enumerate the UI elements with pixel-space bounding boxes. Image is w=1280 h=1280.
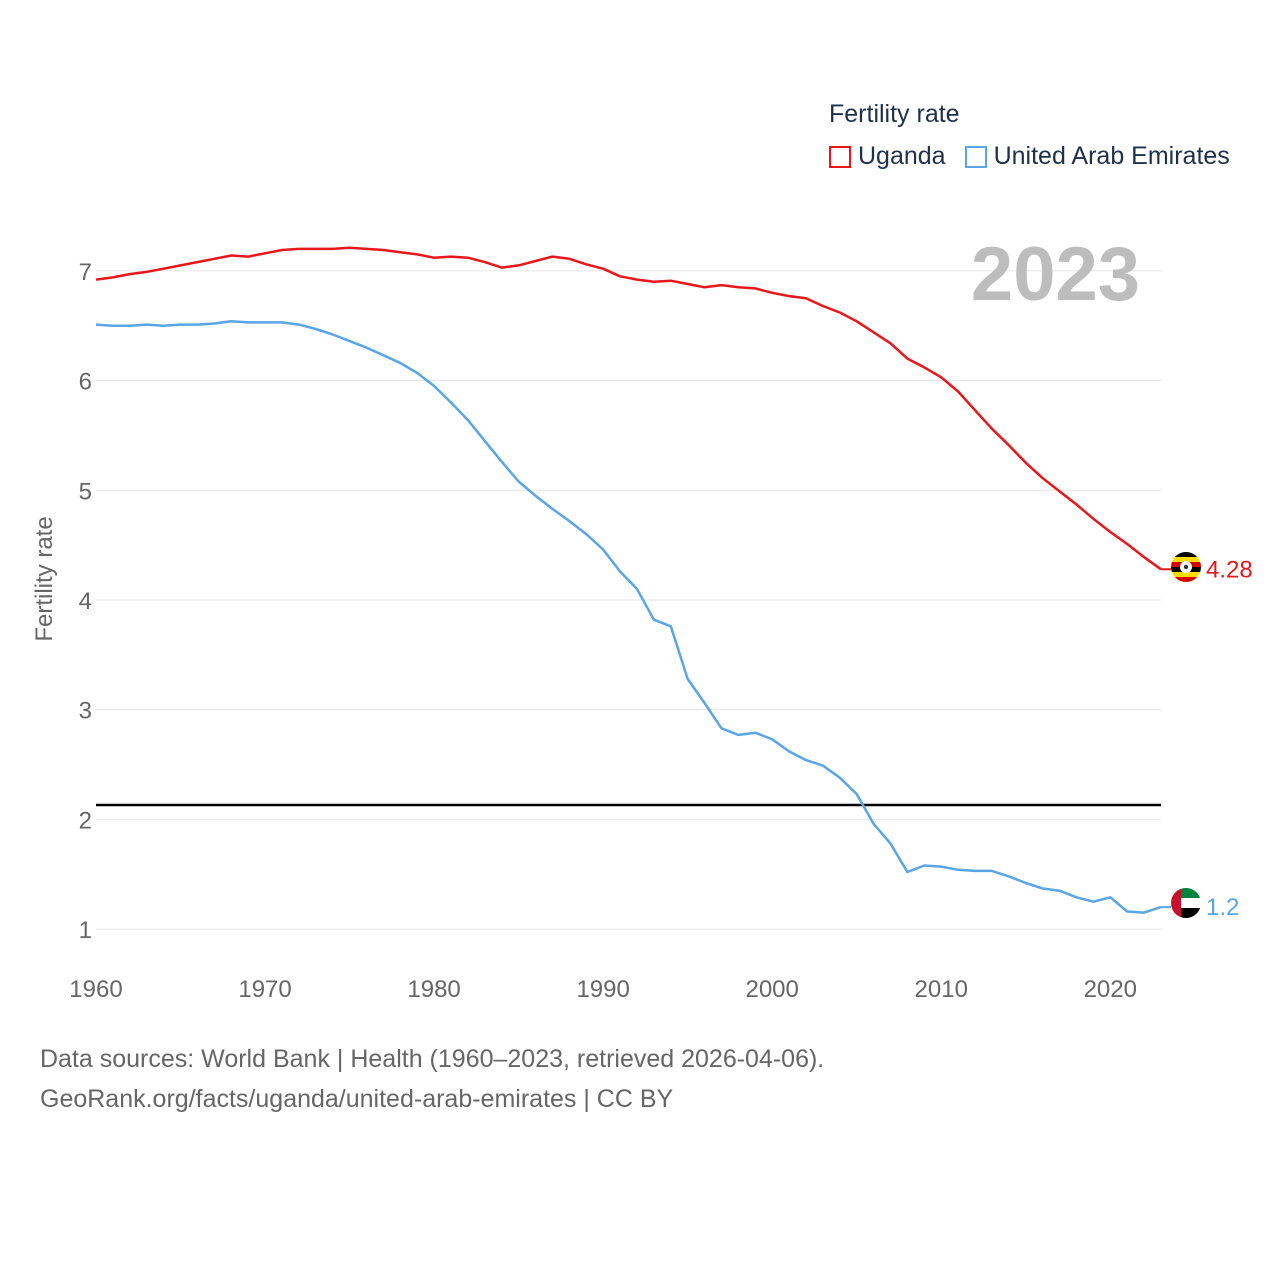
legend-item-uganda[interactable]: Uganda [829,142,946,171]
y-tick-label-1: 1 [79,917,92,944]
series-line-uganda [95,246,1162,571]
x-tick-label-2000: 2000 [745,976,798,1003]
y-axis-title: Fertility rate [31,516,58,641]
y-tick-label-2: 2 [79,807,92,834]
end-value-label-uganda: 4.28 [1206,556,1253,583]
legend-swatch-united-arab-emirates [964,145,987,168]
legend-label-united-arab-emirates: United Arab Emirates [993,142,1230,170]
x-tick-label-2020: 2020 [1084,976,1137,1003]
x-tick-label-1960: 1960 [69,976,122,1003]
uganda-flag-icon [1171,552,1201,582]
legend: Uganda United Arab Emirates [829,142,1249,171]
legend-item-united-arab-emirates[interactable]: United Arab Emirates [964,142,1230,171]
united-arab-emirates-flag-icon [1171,888,1201,918]
x-tick-label-2010: 2010 [915,976,968,1003]
legend-title: Fertility rate [829,100,960,128]
legend-label-uganda: Uganda [858,142,946,170]
footer-link[interactable]: GeoRank.org/facts/uganda/united-arab-emi… [40,1085,674,1113]
end-value-label-united-arab-emirates: 1.2 [1206,894,1239,921]
y-tick-label-7: 7 [79,259,92,286]
y-tick-label-5: 5 [79,478,92,505]
legend-swatch-uganda [829,145,851,168]
x-tick-label-1980: 1980 [407,976,460,1003]
x-tick-label-1970: 1970 [238,976,291,1003]
x-tick-label-1990: 1990 [576,976,629,1003]
series-line-united-arab-emirates [95,320,1162,914]
footer-sources: Data sources: World Bank | Health (1960–… [40,1045,825,1073]
y-tick-label-3: 3 [79,698,92,725]
year-watermark: 2023 [971,232,1140,317]
y-tick-label-4: 4 [79,588,92,615]
y-tick-label-6: 6 [79,369,92,396]
